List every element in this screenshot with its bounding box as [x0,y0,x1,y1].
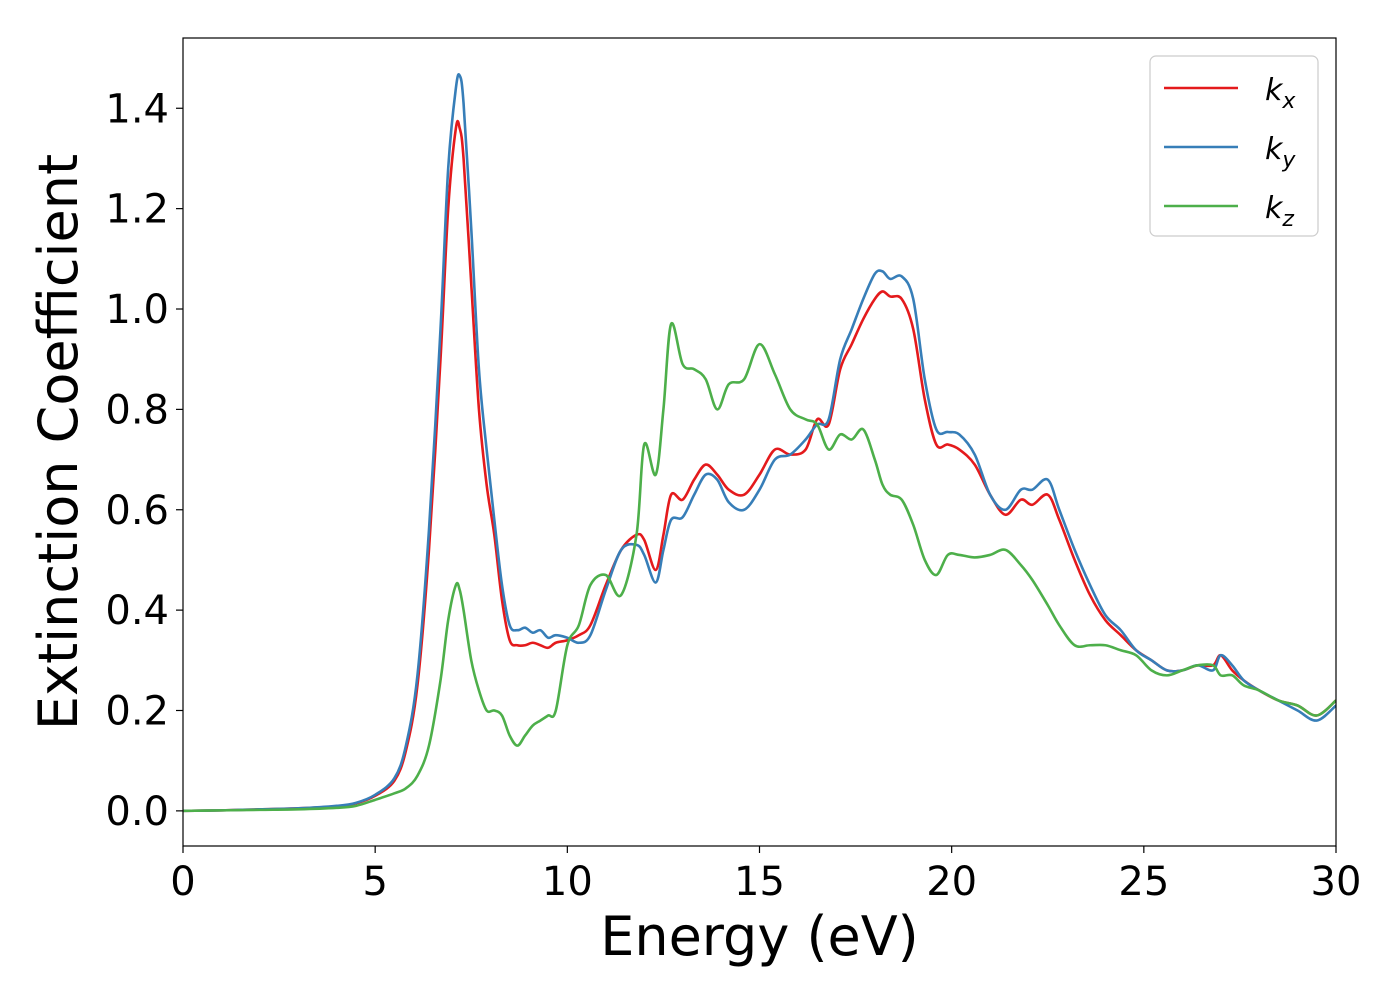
legend: kx ky kz [1149,55,1319,237]
y-tick-label: 0.4 [105,588,169,634]
x-tick-label: 25 [1118,859,1169,905]
x-tick-label: 30 [1311,859,1362,905]
y-tick-label: 1.0 [105,287,169,333]
legend-label-z: kz [1265,191,1294,232]
legend-label-x: kx [1265,73,1296,114]
x-tick-label: 15 [734,859,785,905]
x-axis: 0 5 10 15 20 25 30 [170,846,1361,905]
y-tick-label: 0.6 [105,488,169,534]
y-tick-label: 1.4 [105,86,169,132]
x-tick-label: 5 [362,859,387,905]
y-tick-label: 0.8 [105,387,169,433]
y-axis-title: Extinction Coefficient [27,154,90,730]
series-line-x [183,119,1336,813]
x-axis-title: Energy (eV) [600,905,919,968]
series-line-y [183,73,1336,813]
x-tick-label: 0 [170,859,195,905]
x-tick-label: 20 [926,859,977,905]
y-tick-label: 1.2 [105,187,169,233]
y-tick-label: 0.0 [105,789,169,835]
series-line-z [183,322,1336,813]
y-tick-label: 0.2 [105,688,169,734]
series-layer [183,73,1336,813]
y-axis: 0.0 0.2 0.4 0.6 0.8 1.0 1.2 1.4 [105,86,183,835]
legend-label-y: ky [1265,132,1296,173]
x-tick-label: 10 [542,859,593,905]
